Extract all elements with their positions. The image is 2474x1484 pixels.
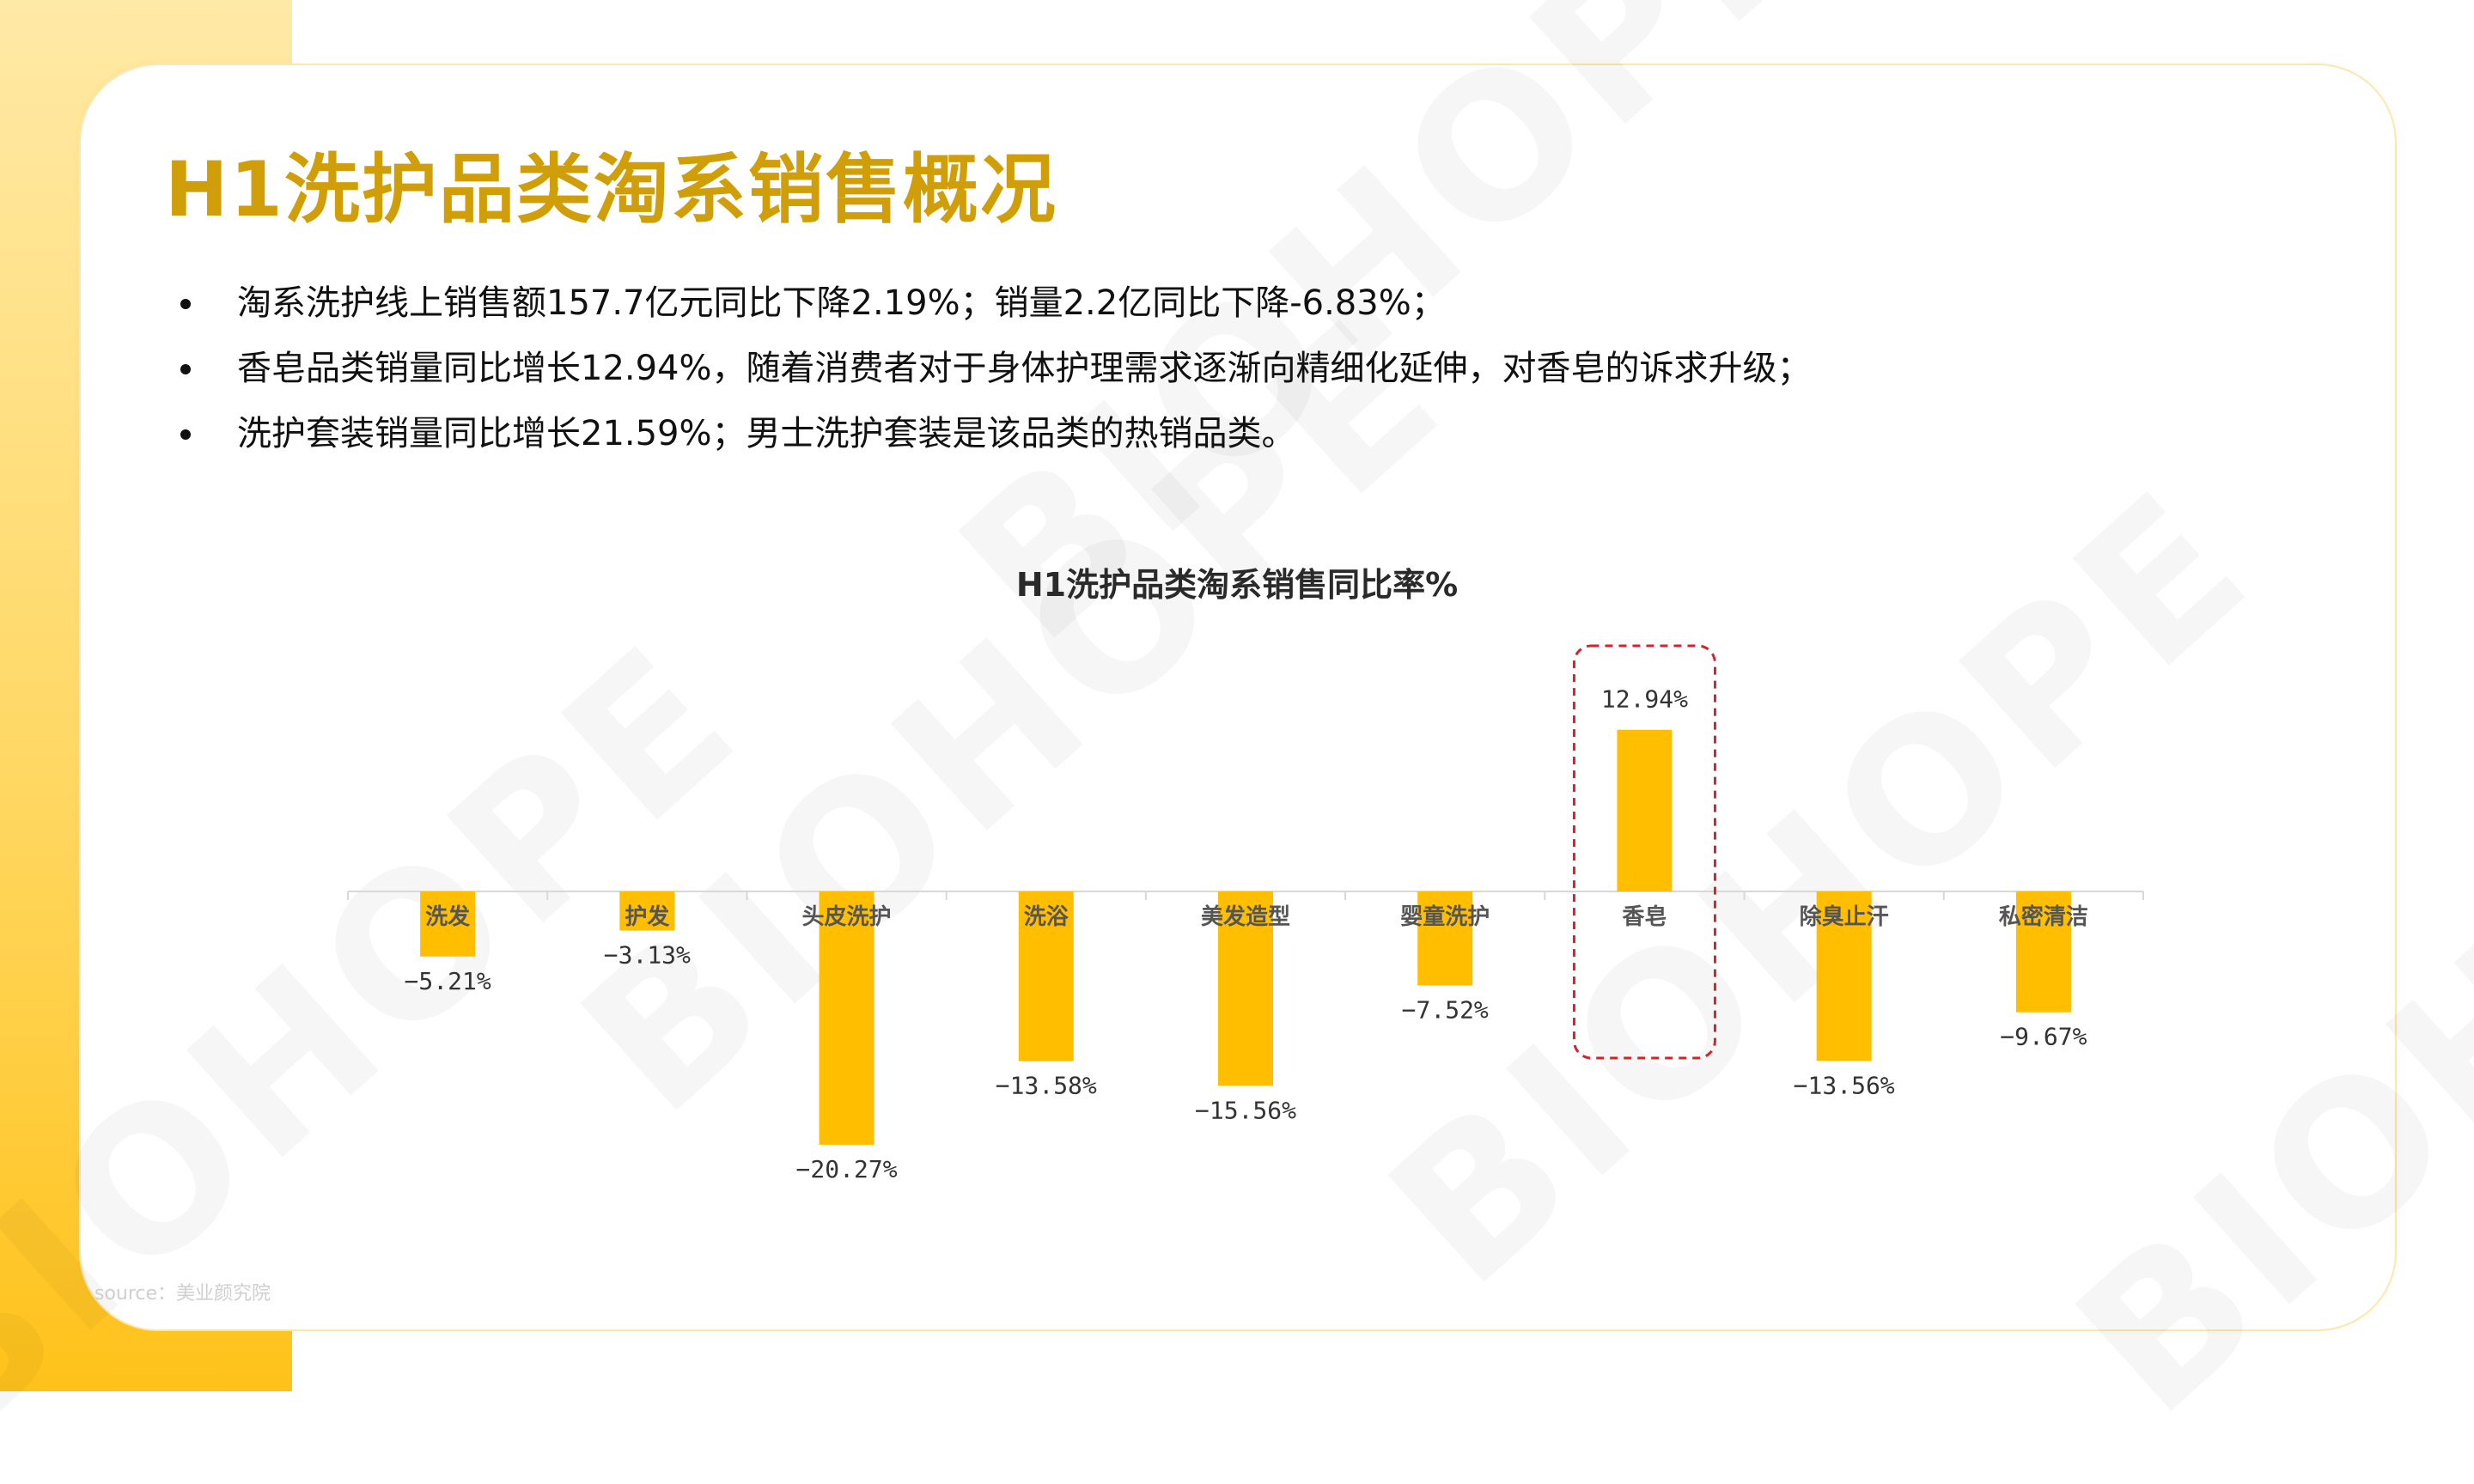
chart-title: H1洗护品类淘系销售同比率% xyxy=(1015,566,1459,604)
value-label: −13.58% xyxy=(996,1072,1097,1100)
value-label: −9.67% xyxy=(2000,1023,2087,1051)
bar xyxy=(819,891,874,1145)
content-card xyxy=(79,64,2397,1331)
value-label: −3.13% xyxy=(604,941,691,970)
value-label: −15.56% xyxy=(1195,1096,1296,1124)
category-label: 除臭止汗 xyxy=(1800,903,1889,930)
bar xyxy=(2015,891,2071,1013)
bullet-list: 淘系洗护线上销售额157.7亿元同比下降2.19%；销量2.2亿同比下降-6.8… xyxy=(180,277,1812,472)
bar xyxy=(619,891,675,931)
bar-chart: 洗发 −5.21% 护发 −3.13% 头皮洗护 −20.27% 洗浴 −13.58% 美发造型… xyxy=(347,644,2144,1183)
source-note: source：美业颜究院 xyxy=(94,1283,271,1305)
category-label: 护发 xyxy=(625,903,669,930)
page-title: H1洗护品类淘系销售概况 xyxy=(165,145,1057,234)
value-label: −7.52% xyxy=(1402,995,1489,1024)
bullet-item: 洗护套装销量同比增长21.59%；男士洗护套装是该品类的热销品类。 xyxy=(180,407,1812,472)
bullet-item: 香皂品类销量同比增长12.94%，随着消费者对于身体护理需求逐渐向精细化延伸，对… xyxy=(180,342,1812,407)
category-label: 头皮洗护 xyxy=(802,904,892,930)
bullet-text: 淘系洗护线上销售额157.7亿元同比下降2.19%；销量2.2亿同比下降-6.8… xyxy=(237,283,1446,323)
bullet-dot-icon xyxy=(180,429,191,440)
category-label: 洗发 xyxy=(425,903,470,930)
category-label: 洗浴 xyxy=(1024,904,1069,930)
bar xyxy=(1417,891,1473,986)
bar xyxy=(420,891,476,957)
bar xyxy=(1218,891,1273,1086)
bullet-dot-icon xyxy=(180,299,191,309)
bullet-text: 洗护套装销量同比增长21.59%；男士洗护套装是该品类的热销品类。 xyxy=(237,414,1296,453)
bullet-text: 香皂品类销量同比增长12.94%，随着消费者对于身体护理需求逐渐向精细化延伸，对… xyxy=(237,349,1812,388)
bullet-item: 淘系洗护线上销售额157.7亿元同比下降2.19%；销量2.2亿同比下降-6.8… xyxy=(180,277,1812,342)
highlight-box xyxy=(1572,644,1716,1060)
bar xyxy=(1617,729,1673,891)
category-label: 美发造型 xyxy=(1201,903,1290,930)
bar xyxy=(1018,891,1074,1061)
bullet-dot-icon xyxy=(180,364,191,374)
value-label: −13.56% xyxy=(1794,1071,1895,1099)
category-label: 私密清洁 xyxy=(1999,903,2088,930)
category-label: 香皂 xyxy=(1622,904,1667,930)
value-label: −5.21% xyxy=(405,967,491,995)
category-label: 婴童洗护 xyxy=(1400,903,1490,930)
value-label: 12.94% xyxy=(1601,685,1688,714)
value-label: −20.27% xyxy=(796,1155,898,1183)
bar xyxy=(1816,891,1872,1061)
